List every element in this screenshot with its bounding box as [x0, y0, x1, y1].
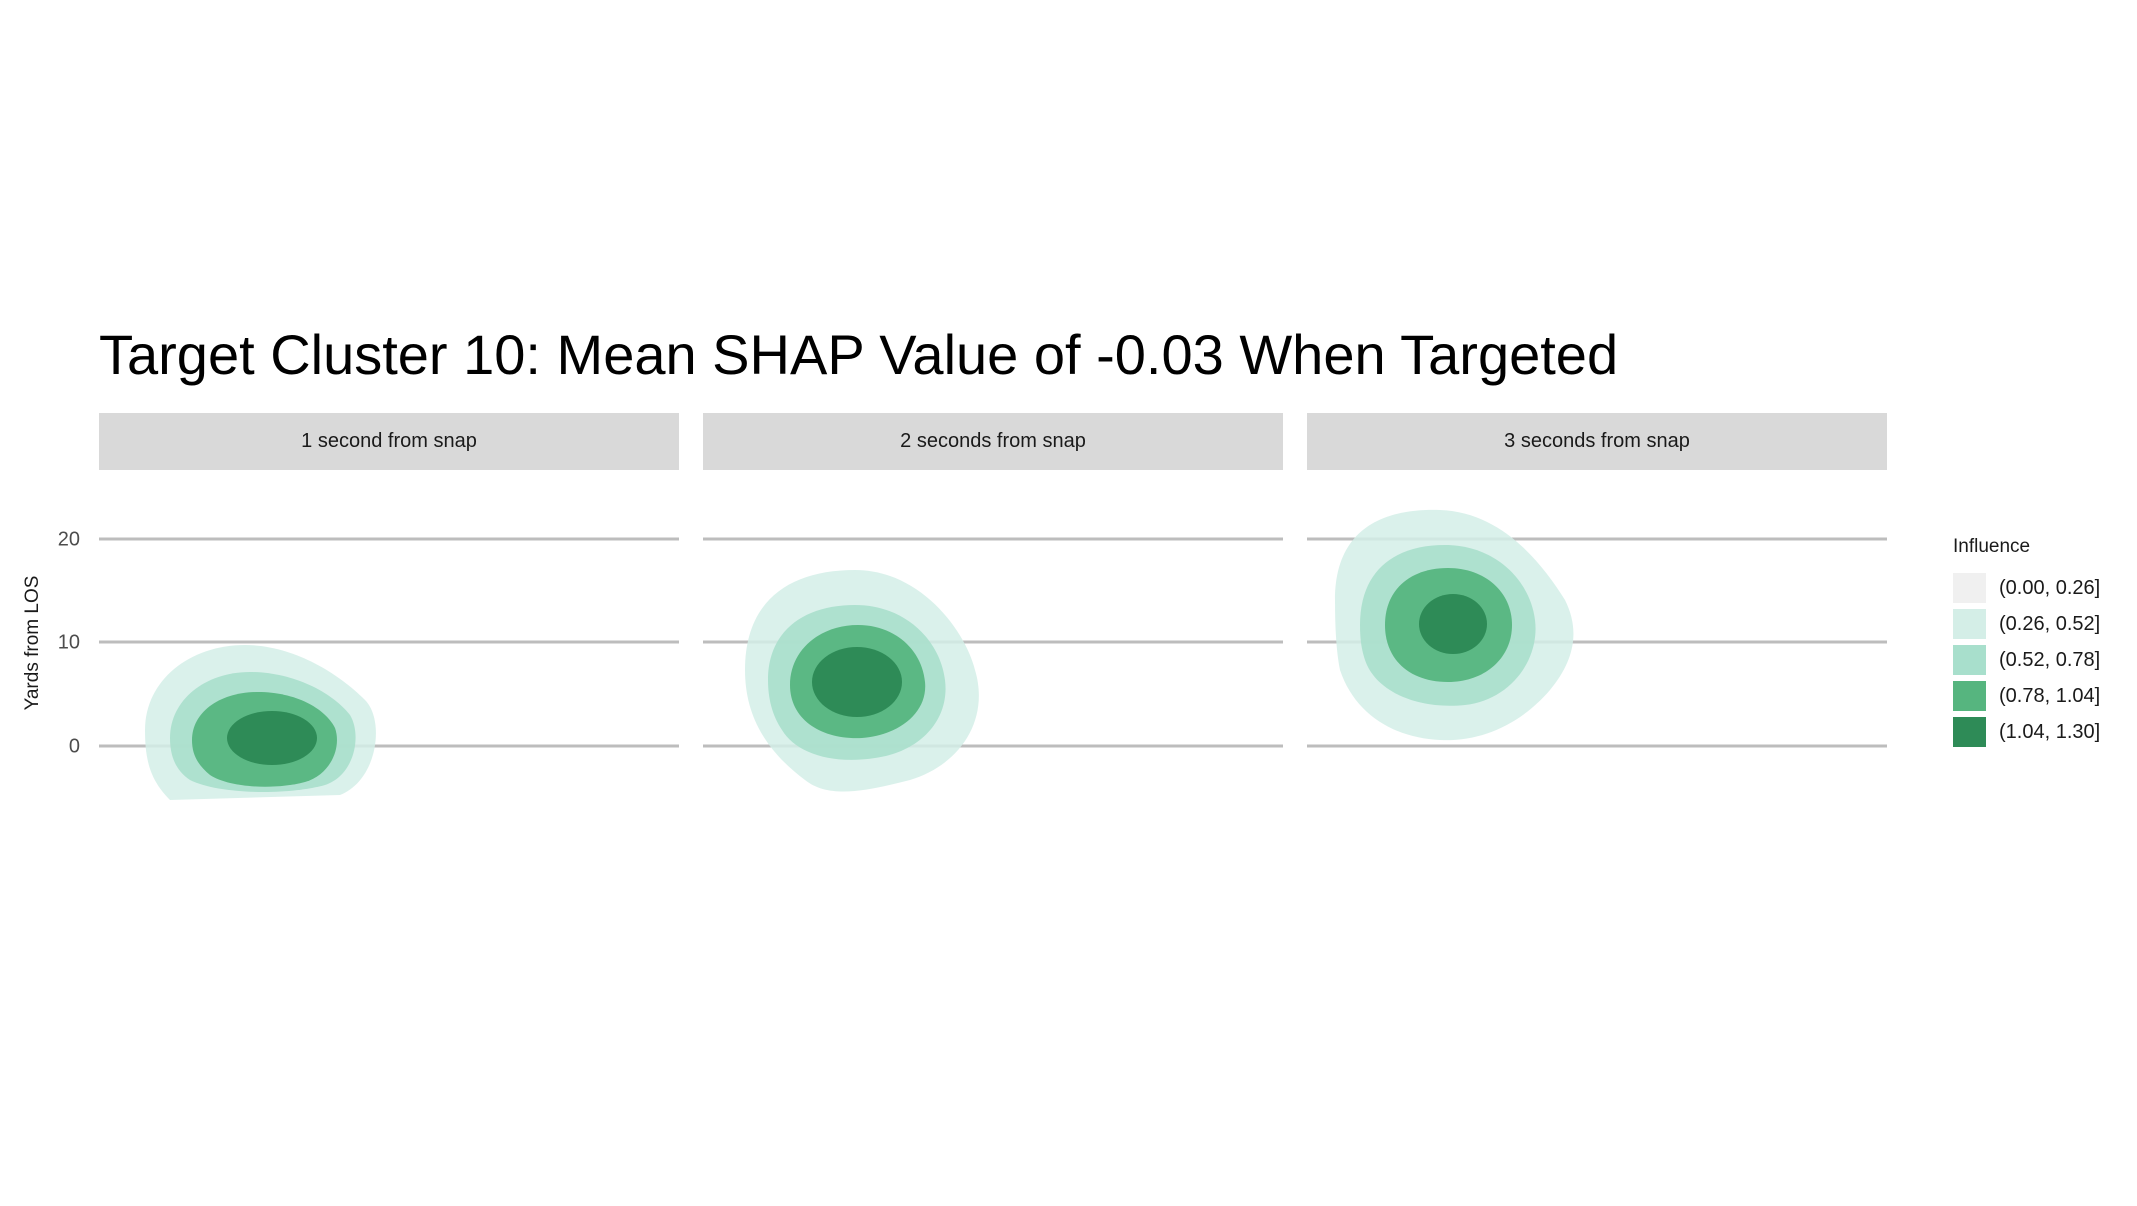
facet-strip-1: 1 second from snap — [99, 413, 679, 470]
legend-item-4: (0.78, 1.04] — [1953, 678, 2100, 714]
legend-label-3: (0.52, 0.78] — [1999, 648, 2101, 671]
legend-item-5: (1.04, 1.30] — [1953, 714, 2100, 750]
legend-label-2: (0.26, 0.52] — [1999, 612, 2101, 635]
legend-item-3: (0.52, 0.78] — [1953, 642, 2100, 678]
legend-item-1: (0.00, 0.26] — [1953, 570, 2100, 606]
facet-strip-3: 3 seconds from snap — [1307, 413, 1887, 470]
legend-label-5: (1.04, 1.30] — [1999, 720, 2101, 743]
legend-swatch-3 — [1953, 645, 1986, 675]
legend-swatch-5 — [1953, 717, 1986, 747]
legend-item-2: (0.26, 0.52] — [1953, 606, 2100, 642]
facet-strip-2: 2 seconds from snap — [703, 413, 1283, 470]
y-tick-0: 0 — [68, 735, 80, 758]
panel-2 — [703, 537, 1283, 792]
legend-swatch-4 — [1953, 681, 1986, 711]
contour-level-5 — [1419, 594, 1487, 654]
legend-swatch-1 — [1953, 573, 1986, 603]
chart-title: Target Cluster 10: Mean SHAP Value of -0… — [99, 323, 1619, 386]
y-tick-10: 10 — [57, 631, 80, 654]
legend-label-1: (0.00, 0.26] — [1999, 576, 2101, 599]
legend-title: Influence — [1953, 536, 2031, 557]
contour-level-5 — [227, 711, 317, 765]
legend: Influence (0.00, 0.26] (0.26, 0.52] (0.5… — [1953, 536, 2100, 750]
panel-3 — [1307, 509, 1887, 748]
legend-label-4: (0.78, 1.04] — [1999, 684, 2101, 707]
legend-swatch-2 — [1953, 609, 1986, 639]
y-tick-20: 20 — [57, 528, 80, 551]
panel-1 — [99, 537, 679, 800]
contour-level-5 — [812, 647, 902, 717]
